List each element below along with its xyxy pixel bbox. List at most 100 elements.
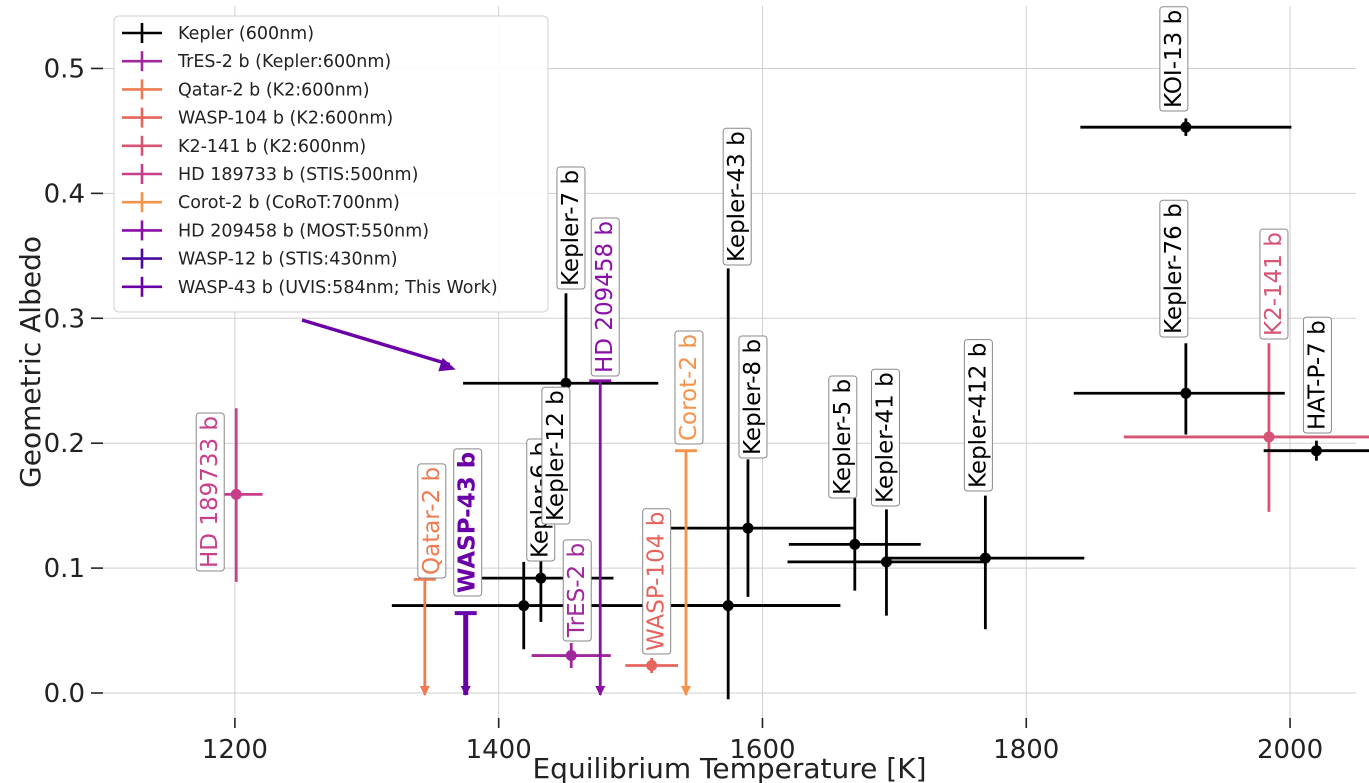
data-point bbox=[518, 600, 530, 612]
planet-label: Qatar-2 b bbox=[417, 463, 447, 579]
planet-label-box bbox=[1259, 228, 1289, 340]
planet-label: TrES-2 b bbox=[562, 539, 592, 642]
y-tick-label: 0.5 bbox=[44, 54, 85, 84]
annotation-arrow-head bbox=[438, 357, 456, 372]
legend-entry: Qatar-2 b (K2:600nm) bbox=[122, 79, 370, 100]
legend-box bbox=[113, 15, 549, 313]
upper-limit-group bbox=[589, 379, 612, 697]
planet-label-text: Kepler-41 b bbox=[872, 372, 898, 503]
planet-label-box bbox=[417, 463, 447, 579]
planet-label-box bbox=[642, 508, 672, 655]
planet-label-box bbox=[1159, 6, 1189, 112]
planet-label: Kepler-76 b bbox=[1159, 199, 1189, 338]
legend-entry: K2-141 b (K2:600nm) bbox=[122, 135, 366, 157]
x-tick-label: 1800 bbox=[993, 735, 1059, 765]
planet-label-text: TrES-2 b bbox=[564, 543, 590, 638]
data-point bbox=[722, 600, 734, 612]
x-tick-label: 1600 bbox=[729, 735, 795, 765]
legend-entry: WASP-104 b (K2:600nm) bbox=[122, 107, 393, 129]
legend: Kepler (600nm) TrES-2 b (Kepler:600nm) Qat… bbox=[113, 15, 549, 313]
data-point bbox=[979, 552, 991, 564]
planet-label-box bbox=[738, 335, 768, 459]
planet-label: Kepler-8 b bbox=[738, 335, 768, 459]
data-point bbox=[565, 650, 577, 662]
data-point-group bbox=[1263, 440, 1369, 461]
planet-label-text: K2-141 b bbox=[1261, 232, 1287, 336]
planet-label: Kepler-6 b bbox=[526, 438, 556, 562]
planet-label-text: HD 189733 b bbox=[197, 416, 223, 568]
planet-label-text: Kepler-43 b bbox=[724, 131, 750, 262]
legend-entry: WASP-12 b (STIS:430nm) bbox=[122, 248, 398, 270]
x-tick-label: 2000 bbox=[1257, 735, 1323, 765]
planet-label: Kepler-12 b bbox=[541, 386, 571, 525]
planet-label-text: WASP-104 b bbox=[644, 512, 670, 651]
planet-label-box bbox=[870, 368, 900, 507]
planet-label-box bbox=[453, 448, 483, 597]
data-point bbox=[1180, 121, 1192, 133]
legend-label: HD 209458 b (MOST:550nm) bbox=[178, 221, 429, 241]
data-point bbox=[1263, 431, 1275, 443]
planet-labels: HD 189733 b TrES-2 b WASP-104 b K2-141 b Kep… bbox=[195, 6, 1332, 655]
x-axis-label: Equilibrium Temperature [K] bbox=[532, 752, 926, 783]
planet-label: Kepler-7 b bbox=[556, 166, 586, 290]
legend-label: Corot-2 b (CoRoT:700nm) bbox=[178, 193, 400, 213]
upper-limit-arrowhead bbox=[460, 686, 471, 697]
planet-label-text: Kepler-76 b bbox=[1161, 203, 1187, 334]
upper-limit-group bbox=[674, 449, 697, 697]
planet-label: WASP-43 b bbox=[453, 448, 483, 597]
data-point-group bbox=[1123, 343, 1369, 512]
planet-label: Kepler-5 b bbox=[828, 375, 858, 499]
planet-label-box bbox=[1302, 316, 1332, 434]
y-tick-label: 0.3 bbox=[44, 304, 85, 334]
y-tick-label: 0.2 bbox=[44, 429, 85, 459]
data-point-group bbox=[1073, 343, 1285, 435]
planet-label: Kepler-43 b bbox=[722, 127, 752, 266]
y-tick-label: 0.4 bbox=[44, 179, 85, 209]
y-ticks: 0.0 0.1 0.2 0.3 0.4 0.5 bbox=[44, 54, 103, 709]
data-point bbox=[646, 660, 658, 672]
y-tick-label: 0.1 bbox=[44, 554, 85, 584]
planet-label: WASP-104 b bbox=[642, 508, 672, 655]
annotation-arrow-shaft bbox=[301, 318, 451, 367]
legend-entry: HD 189733 b (STIS:500nm) bbox=[122, 164, 418, 185]
planet-label-box bbox=[674, 330, 704, 445]
planet-label-text: WASP-43 b bbox=[455, 452, 481, 593]
data-point bbox=[1310, 445, 1322, 457]
legend-entry: TrES-2 b (Kepler:600nm) bbox=[122, 51, 391, 72]
data-point bbox=[560, 377, 572, 389]
x-tick-label: 1400 bbox=[466, 735, 532, 765]
upper-limit-arrowhead bbox=[419, 686, 430, 697]
y-tick-label: 0.0 bbox=[44, 679, 85, 709]
planet-label-box bbox=[195, 412, 225, 572]
upper-limit-arrowhead bbox=[595, 686, 606, 697]
planet-label-box bbox=[590, 217, 620, 377]
planet-label-text: Kepler-7 b bbox=[558, 170, 584, 286]
planet-label: K2-141 b bbox=[1259, 228, 1289, 340]
planet-label: HAT-P-7 b bbox=[1302, 316, 1332, 434]
legend-label: WASP-43 b (UVIS:584nm; This Work) bbox=[178, 278, 498, 298]
annotation-arrow bbox=[301, 318, 456, 372]
data-point-group bbox=[531, 643, 611, 669]
data-point bbox=[230, 488, 242, 500]
y-axis-label: Geometric Albedo bbox=[14, 236, 47, 488]
legend-label: K2-141 b (K2:600nm) bbox=[178, 137, 366, 157]
planet-label-text: Qatar-2 b bbox=[419, 467, 445, 575]
data-point-group bbox=[788, 498, 921, 591]
data-point bbox=[742, 522, 754, 534]
planet-label-text: KOI-13 b bbox=[1161, 10, 1187, 108]
planet-label: Kepler-41 b bbox=[870, 368, 900, 507]
planet-label-box bbox=[722, 127, 752, 266]
planet-label-box bbox=[562, 539, 592, 642]
data-point bbox=[849, 538, 861, 550]
planet-label-box bbox=[963, 339, 993, 492]
legend-label: HD 189733 b (STIS:500nm) bbox=[178, 165, 418, 185]
planet-label-text: Kepler-5 b bbox=[830, 379, 856, 495]
planet-label: Corot-2 b bbox=[674, 330, 704, 445]
planet-label: HD 209458 b bbox=[590, 217, 620, 377]
legend-label: Qatar-2 b (K2:600nm) bbox=[178, 80, 370, 100]
planet-label-box bbox=[828, 375, 858, 499]
upper-limit-group bbox=[413, 577, 436, 697]
planet-label: HD 189733 b bbox=[195, 412, 225, 572]
legend-entry: Corot-2 b (CoRoT:700nm) bbox=[122, 192, 400, 213]
